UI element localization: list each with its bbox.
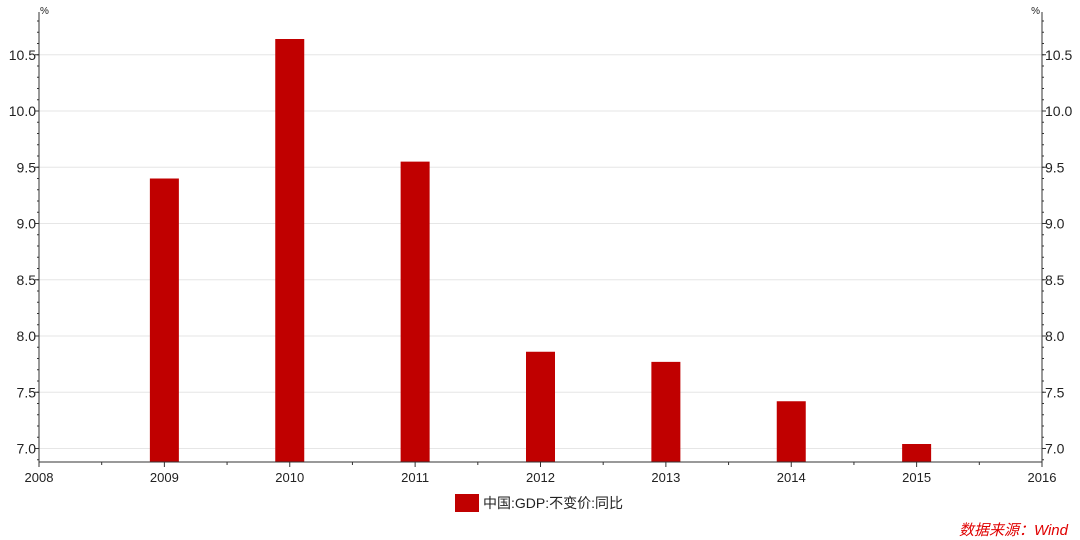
left-y-tick-label: 8.0 (17, 328, 37, 344)
x-tick-label: 2013 (651, 470, 680, 485)
x-tick-label: 2011 (401, 470, 429, 485)
left-y-tick-label: 9.0 (17, 216, 37, 232)
legend-label: 中国:GDP:不变价:同比 (483, 495, 624, 511)
x-tick-label: 2010 (275, 470, 304, 485)
right-y-tick-label: 7.5 (1045, 384, 1065, 400)
right-y-unit-label: % (1031, 6, 1040, 17)
right-y-tick-label: 10.5 (1045, 47, 1072, 63)
right-y-tick-label: 9.0 (1045, 216, 1065, 232)
x-tick-label: 2016 (1028, 470, 1057, 485)
bar-2011 (400, 161, 430, 462)
left-y-tick-label: 10.0 (9, 103, 36, 119)
bar-2012 (526, 351, 555, 462)
x-tick-label: 2008 (25, 470, 54, 485)
x-tick-label: 2012 (526, 470, 555, 485)
left-y-tick-label: 8.5 (17, 272, 37, 288)
right-y-tick-label: 10.0 (1045, 103, 1072, 119)
bars (149, 39, 932, 462)
source-note: 数据来源：Wind (958, 522, 1068, 539)
bar-2013 (651, 361, 681, 462)
x-tick-label: 2009 (150, 470, 179, 485)
legend-swatch (455, 494, 479, 512)
left-y-tick-label: 7.0 (17, 441, 37, 457)
x-tick-label: 2014 (777, 470, 806, 485)
bar-2015 (902, 444, 932, 462)
left-y-tick-label: 10.5 (9, 47, 36, 63)
bar-2009 (149, 178, 179, 462)
right-y-tick-label: 8.5 (1045, 272, 1065, 288)
left-y-tick-label: 9.5 (17, 159, 37, 175)
left-y-tick-label: 7.5 (17, 384, 37, 400)
x-tick-label: 2015 (902, 470, 931, 485)
ticks: 7.0 7.0 7.5 7.5 8.0 8.0 8.5 8.5 9.0 9.0 9.5 9.5 10.0… (9, 20, 1072, 485)
legend: 中国:GDP:不变价:同比 (455, 492, 623, 514)
left-y-unit-label: % (40, 6, 49, 17)
right-y-tick-label: 9.5 (1045, 159, 1065, 175)
right-y-tick-label: 7.0 (1045, 441, 1065, 457)
bar-2014 (776, 401, 806, 462)
bar-2010 (275, 39, 305, 462)
gridlines (39, 54, 1042, 449)
right-y-tick-label: 8.0 (1045, 328, 1065, 344)
